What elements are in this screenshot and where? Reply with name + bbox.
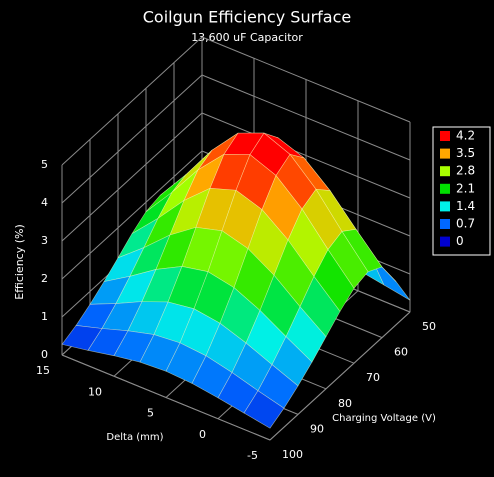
y-tick-label: 90: [310, 422, 324, 435]
legend-swatch: [440, 201, 450, 212]
x-tick-label: 10: [88, 385, 102, 398]
legend-swatch: [440, 236, 450, 247]
chart-title: Coilgun Efficiency Surface: [143, 8, 351, 27]
z-axis-label: Efficiency (%): [13, 224, 26, 300]
y-tick-label: 80: [338, 397, 352, 410]
legend-swatch: [440, 219, 450, 229]
z-tick-label: 4: [41, 196, 48, 209]
y-tick-label: 70: [366, 371, 380, 384]
x-tick-label: -5: [247, 449, 258, 462]
surface-cell: [243, 390, 285, 429]
legend-swatch: [440, 166, 450, 177]
z-tick-label: 2: [41, 272, 48, 285]
z-tick-label: 3: [41, 234, 48, 247]
chart-subtitle: 13,600 uF Capacitor: [191, 31, 303, 44]
legend-label: 2.8: [456, 164, 475, 178]
legend-label: 0.7: [456, 217, 475, 231]
grid-line: [61, 150, 203, 280]
legend-label: 0: [456, 234, 464, 248]
y-tick-label: 50: [422, 320, 436, 333]
axis-line: [269, 311, 411, 441]
x-tick-label: 15: [36, 364, 50, 377]
legend-swatch: [440, 148, 450, 159]
legend-label: 2.1: [456, 181, 475, 195]
z-tick-label: 0: [41, 348, 48, 361]
legend-swatch: [440, 131, 450, 141]
z-tick-label: 5: [41, 158, 48, 171]
legend-label: 3.5: [456, 146, 475, 160]
legend-swatch: [440, 183, 450, 194]
grid-line: [61, 36, 203, 166]
y-tick-label: 60: [394, 346, 408, 359]
grid-line: [61, 112, 203, 242]
axis-line: [61, 354, 271, 441]
legend-label: 1.4: [456, 199, 475, 213]
y-axis-label: Charging Voltage (V): [332, 413, 436, 424]
x-axis-label: Delta (mm): [106, 432, 163, 443]
grid-line: [61, 74, 203, 204]
x-tick-label: 5: [147, 407, 154, 420]
y-tick-label: 100: [282, 448, 303, 461]
z-tick-label: 1: [41, 310, 48, 323]
x-tick-label: 0: [199, 428, 206, 441]
legend-label: 4.2: [456, 129, 475, 143]
